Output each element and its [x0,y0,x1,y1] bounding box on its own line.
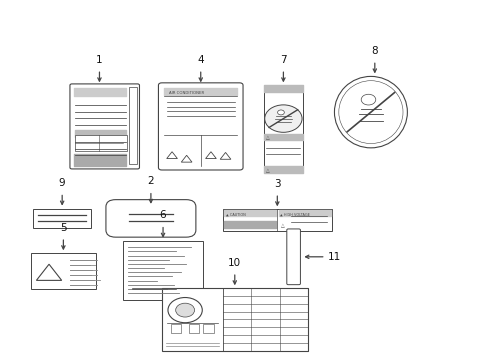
Text: 4: 4 [197,55,203,65]
Text: 9: 9 [59,178,65,188]
Text: 8: 8 [371,46,377,56]
Bar [188,324,199,333]
Ellipse shape [338,81,402,144]
Polygon shape [181,155,192,162]
FancyBboxPatch shape [106,200,196,237]
Circle shape [175,303,194,317]
Circle shape [167,297,202,323]
Polygon shape [205,152,216,158]
Polygon shape [36,264,61,280]
Bar [30,253,96,289]
Bar [75,135,126,152]
FancyBboxPatch shape [70,84,139,169]
Text: △: △ [281,223,285,228]
Polygon shape [220,152,230,159]
Text: AIR CONDITIONER: AIR CONDITIONER [169,91,204,95]
Text: 2: 2 [147,176,154,186]
Circle shape [277,110,284,115]
Text: 6: 6 [160,210,166,220]
Bar [162,288,307,351]
Text: 11: 11 [327,252,341,262]
Ellipse shape [334,76,407,148]
Bar [264,85,302,173]
Text: ▲ CAUTION: ▲ CAUTION [225,212,245,216]
Circle shape [264,105,302,132]
FancyBboxPatch shape [286,229,300,285]
Circle shape [361,94,375,105]
Text: 5: 5 [60,223,66,233]
Bar [122,241,203,300]
Bar [128,87,136,164]
Text: 7: 7 [280,55,286,65]
Text: 1: 1 [96,55,102,65]
FancyBboxPatch shape [158,83,243,170]
Bar [222,209,331,231]
Text: 3: 3 [273,179,280,189]
Bar [203,324,213,333]
Bar [170,324,181,333]
Bar [33,208,91,228]
Text: △: △ [266,135,269,140]
Polygon shape [166,152,177,158]
Text: △: △ [266,168,269,173]
Text: 10: 10 [228,258,241,268]
Text: ▲ HIGH VOLTAGE: ▲ HIGH VOLTAGE [280,212,309,216]
